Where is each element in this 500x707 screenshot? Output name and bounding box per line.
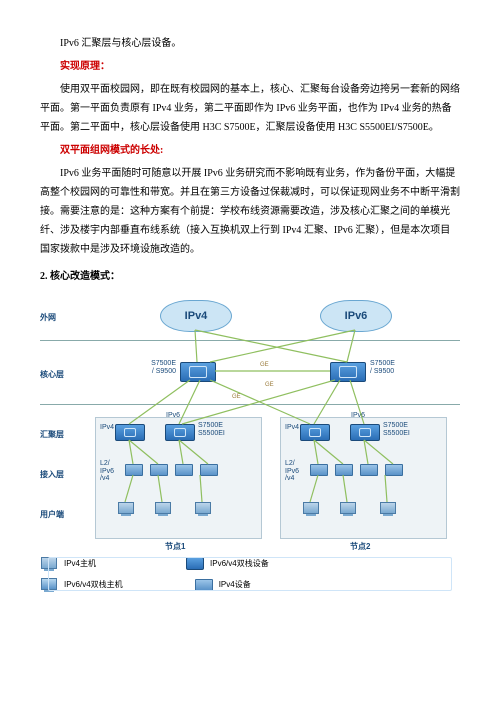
layer-user: 用户端 [40, 507, 64, 522]
agg-n2-ipv6-tag: IPv6 [351, 412, 365, 420]
agg-n2-v6 [350, 424, 380, 441]
access-n1-1 [125, 464, 143, 476]
pc-n2-1 [303, 502, 319, 516]
legend-v6v4dev: IPv6/v4双栈设备 [186, 556, 269, 571]
access-n2-1 [310, 464, 328, 476]
ge-3: GE [232, 392, 241, 403]
node1-caption: 节点1 [165, 539, 185, 554]
access-n1-2 [150, 464, 168, 476]
agg-n1-v4-lbl: IPv4 [100, 424, 114, 432]
access-n1-4 [200, 464, 218, 476]
layer-outer: 外网 [40, 310, 56, 325]
ge-1: GE [260, 360, 269, 371]
agg-n1-v6 [165, 424, 195, 441]
core-label-right: S7500E / S9500 [370, 360, 395, 375]
layer-core: 核心层 [40, 367, 64, 382]
node2-caption: 节点2 [350, 539, 370, 554]
title-line: IPv6 汇聚层与核心层设备。 [40, 34, 460, 53]
heading-principle: 实现原理： [40, 57, 460, 76]
heading-advantage: 双平面组网模式的长处: [40, 141, 460, 160]
pc-n1-2 [155, 502, 171, 516]
paragraph-2: IPv6 业务平面随时可随意以开展 IPv6 业务研究而不影响既有业务，作为备份… [40, 164, 460, 259]
page-content: IPv6 汇聚层与核心层设备。 实现原理： 使用双平面校园网，即在既有校园网的基… [40, 34, 460, 602]
layer-agg: 汇聚层 [40, 427, 64, 442]
cloud-ipv4: IPv4 [160, 300, 232, 332]
heading-mode: 2. 核心改造模式： [40, 267, 460, 286]
access-n1-3 [175, 464, 193, 476]
paragraph-1: 使用双平面校园网，即在既有校园网的基本上，核心、汇聚每台设备旁边挎另一套新的网络… [40, 80, 460, 137]
hr-1 [40, 340, 460, 341]
access-n2-lbl: L2/ IPv6 /v4 [285, 460, 299, 483]
cloud-ipv6: IPv6 [320, 300, 392, 332]
pc-n2-2 [340, 502, 356, 516]
agg-n2-v4 [300, 424, 330, 441]
pc-n2-3 [380, 502, 396, 516]
core-label-left: S7500E / S9500 [140, 360, 176, 375]
core-device-left [180, 362, 216, 382]
layer-access: 接入层 [40, 467, 64, 482]
network-diagram: 外网 核心层 汇聚层 接入层 用户端 IPv4 IPv6 S7500E / S9… [40, 292, 460, 602]
agg-n1-v6-lbl: S7500E S5500EI [198, 422, 225, 437]
agg-n1-ipv6-tag: IPv6 [166, 412, 180, 420]
access-n2-2 [335, 464, 353, 476]
ge-2: GE [265, 380, 274, 391]
access-n2-3 [360, 464, 378, 476]
agg-n2-v6-lbl: S7500E S5500EI [383, 422, 410, 437]
agg-n1-v4 [115, 424, 145, 441]
hr-2 [40, 404, 460, 405]
pc-n1-1 [118, 502, 134, 516]
access-n1-lbl: L2/ IPv6 /v4 [100, 460, 114, 483]
legend: IPv4主机 IPv6/v4双栈设备 IPv6/v4双栈主机 IPv4设备 [40, 554, 460, 594]
pc-n1-3 [195, 502, 211, 516]
core-device-right [330, 362, 366, 382]
access-n2-4 [385, 464, 403, 476]
agg-n2-v4-lbl: IPv4 [285, 424, 299, 432]
